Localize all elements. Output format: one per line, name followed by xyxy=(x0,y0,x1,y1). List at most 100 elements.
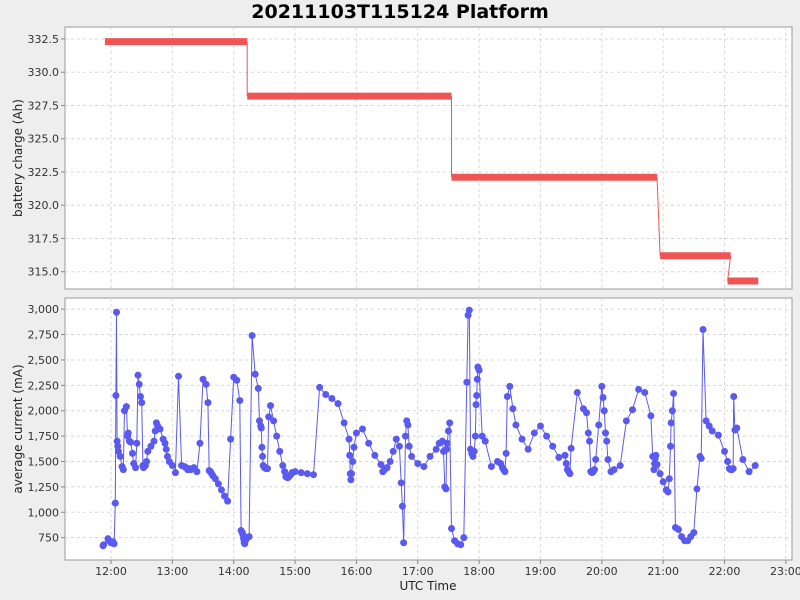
current-point xyxy=(371,451,379,459)
current-point xyxy=(359,425,367,433)
current-point xyxy=(258,443,266,451)
current-point xyxy=(432,445,440,453)
current-point xyxy=(592,455,600,463)
current-point xyxy=(386,457,394,465)
current-point xyxy=(460,534,468,542)
current-point xyxy=(668,407,676,415)
current-point xyxy=(443,439,451,447)
current-point xyxy=(144,447,152,455)
current-point xyxy=(641,388,649,396)
current-point xyxy=(693,485,701,493)
current-point xyxy=(303,470,311,478)
current-point xyxy=(377,461,385,469)
0-y-tick-label: 325.0 xyxy=(28,133,60,146)
current-point xyxy=(100,541,108,549)
current-point xyxy=(347,476,355,484)
current-point xyxy=(193,468,201,476)
current-point xyxy=(276,447,284,455)
current-point xyxy=(401,432,409,440)
current-point xyxy=(400,539,408,547)
current-point xyxy=(136,393,144,401)
current-point xyxy=(509,405,517,413)
current-point xyxy=(128,449,136,457)
x-tick-label: 12:00 xyxy=(95,565,127,578)
top-plot-area xyxy=(64,26,793,290)
current-point xyxy=(599,394,607,402)
current-point xyxy=(530,429,538,437)
current-point xyxy=(334,400,342,408)
current-point xyxy=(635,385,643,393)
chart-title: 20211103T115124 Platform xyxy=(251,1,549,23)
current-point xyxy=(221,492,229,500)
1-y-tick-label: 2,000 xyxy=(28,405,60,418)
0-y-tick-label: 327.5 xyxy=(28,99,60,112)
current-point xyxy=(475,366,483,374)
current-point xyxy=(457,541,465,549)
top-y-axis-label: battery charge (Ah) xyxy=(11,99,25,217)
current-point xyxy=(346,451,354,459)
current-point xyxy=(392,435,400,443)
current-point xyxy=(273,432,281,440)
current-point xyxy=(566,470,574,478)
current-point xyxy=(397,479,405,487)
bottom-y-axis-label: average current (mA) xyxy=(11,364,25,493)
current-point xyxy=(297,469,305,477)
current-point xyxy=(653,461,661,469)
current-point xyxy=(124,429,132,437)
current-point xyxy=(751,462,759,470)
current-point xyxy=(405,442,413,450)
x-tick-label: 20:00 xyxy=(586,565,618,578)
current-point xyxy=(352,429,360,437)
current-point xyxy=(248,332,256,340)
current-point xyxy=(667,442,675,450)
current-point xyxy=(408,452,416,460)
current-line xyxy=(102,310,756,547)
current-point xyxy=(211,475,219,483)
0-y-tick-label: 315.0 xyxy=(28,266,60,279)
current-point xyxy=(536,422,544,430)
top-panel: 332.5 330.0 327.5 325.0 322.5 320.0 317.5 315.0… xyxy=(11,26,793,290)
current-point xyxy=(135,380,143,388)
current-point xyxy=(702,417,710,425)
current-point xyxy=(604,455,612,463)
current-point xyxy=(670,389,678,397)
current-point xyxy=(279,462,287,470)
current-point xyxy=(267,402,275,410)
current-point xyxy=(442,485,450,493)
current-point xyxy=(664,488,672,496)
current-point xyxy=(745,468,753,476)
current-point xyxy=(340,419,348,427)
current-point xyxy=(699,325,707,333)
current-point xyxy=(543,432,551,440)
current-point xyxy=(586,437,594,445)
x-tick-label: 15:00 xyxy=(279,565,311,578)
current-point xyxy=(444,427,452,435)
current-point xyxy=(503,393,511,401)
current-point xyxy=(610,466,618,474)
current-point xyxy=(595,421,603,429)
current-point xyxy=(199,375,207,383)
current-point xyxy=(245,533,253,541)
current-point xyxy=(227,435,235,443)
current-point xyxy=(567,444,575,452)
1-y-tick-label: 1,750 xyxy=(28,430,60,443)
current-point xyxy=(112,391,120,399)
current-point xyxy=(470,447,478,455)
0-y-tick-label: 330.0 xyxy=(28,66,60,79)
current-point xyxy=(316,383,324,391)
current-point xyxy=(395,442,403,450)
0-y-tick-label: 320.0 xyxy=(28,199,60,212)
current-point xyxy=(349,457,357,465)
current-point xyxy=(573,388,581,396)
current-point xyxy=(168,462,176,470)
current-point xyxy=(584,429,592,437)
current-point xyxy=(667,419,675,427)
battery-charge-series xyxy=(104,38,759,285)
current-point xyxy=(446,419,454,427)
current-point xyxy=(665,475,673,483)
bottom-panel: 3,000 2,750 2,500 2,250 2,000 1,750 1,500 1,250… xyxy=(11,297,793,561)
current-point xyxy=(236,397,244,405)
current-point xyxy=(647,412,655,420)
current-point xyxy=(426,452,434,460)
current-point xyxy=(113,308,121,316)
